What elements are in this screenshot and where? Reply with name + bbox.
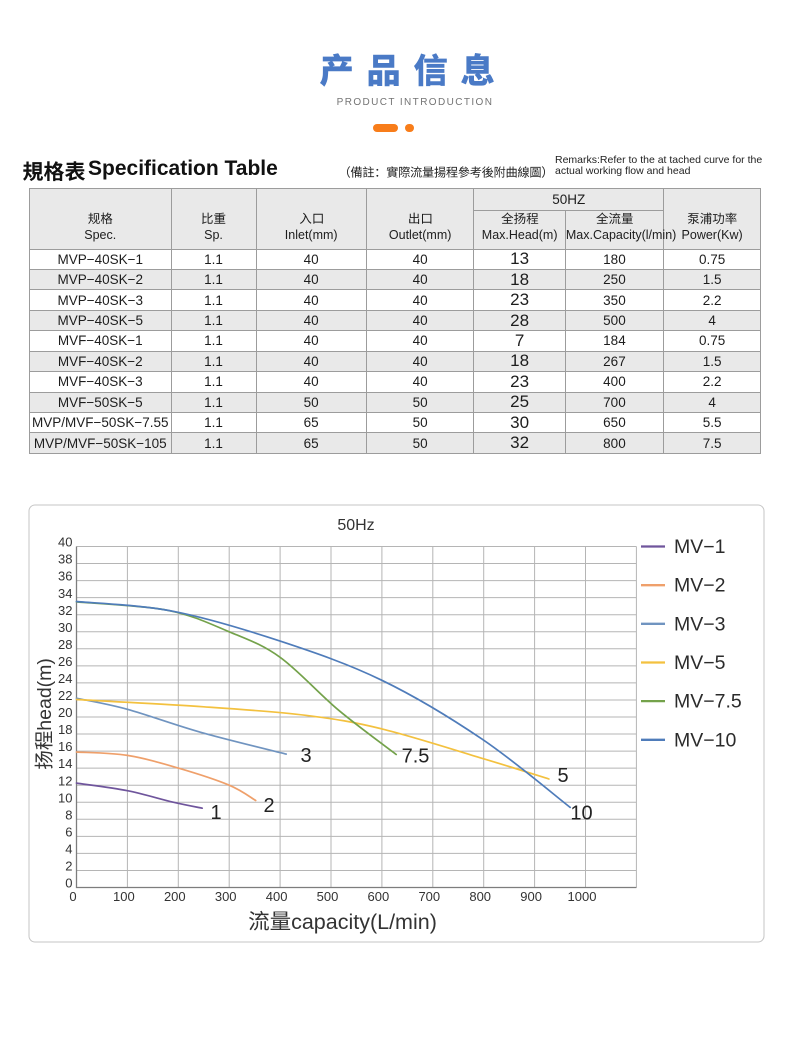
svg-text:8: 8 xyxy=(65,807,72,822)
svg-text:24: 24 xyxy=(58,671,72,686)
svg-text:700: 700 xyxy=(418,889,440,904)
svg-text:3: 3 xyxy=(300,745,311,767)
svg-text:34: 34 xyxy=(58,586,72,601)
svg-text:38: 38 xyxy=(58,552,72,567)
svg-text:0: 0 xyxy=(69,889,76,904)
svg-text:32: 32 xyxy=(58,603,72,618)
svg-text:16: 16 xyxy=(58,739,72,754)
svg-text:26: 26 xyxy=(58,654,72,669)
svg-text:0: 0 xyxy=(65,876,72,891)
svg-text:12: 12 xyxy=(58,773,72,788)
svg-text:10: 10 xyxy=(570,803,592,825)
svg-text:MV−10: MV−10 xyxy=(674,729,736,751)
svg-text:MV−7.5: MV−7.5 xyxy=(674,691,742,713)
svg-text:22: 22 xyxy=(58,688,72,703)
svg-text:600: 600 xyxy=(368,889,390,904)
svg-text:1000: 1000 xyxy=(568,889,597,904)
svg-text:MV−2: MV−2 xyxy=(674,575,725,597)
svg-text:500: 500 xyxy=(317,889,339,904)
svg-text:2: 2 xyxy=(65,859,72,874)
svg-text:900: 900 xyxy=(520,889,542,904)
svg-text:20: 20 xyxy=(58,705,72,720)
svg-text:30: 30 xyxy=(58,620,72,635)
svg-text:MV−1: MV−1 xyxy=(674,536,725,558)
svg-text:50Hz: 50Hz xyxy=(337,517,374,534)
svg-text:head(m): head(m) xyxy=(34,658,56,731)
svg-text:18: 18 xyxy=(58,722,72,737)
svg-text:400: 400 xyxy=(266,889,288,904)
svg-text:14: 14 xyxy=(58,756,72,771)
svg-text:MV−5: MV−5 xyxy=(674,652,726,674)
svg-text:capacity(L/min): capacity(L/min) xyxy=(291,910,437,934)
svg-text:2: 2 xyxy=(263,795,274,817)
svg-text:10: 10 xyxy=(58,790,72,805)
svg-text:4: 4 xyxy=(65,842,72,857)
svg-text:1: 1 xyxy=(210,802,221,824)
svg-text:7.5: 7.5 xyxy=(402,746,430,768)
svg-text:36: 36 xyxy=(58,569,72,584)
svg-text:28: 28 xyxy=(58,637,72,652)
svg-text:5: 5 xyxy=(557,765,568,787)
svg-text:300: 300 xyxy=(215,889,237,904)
svg-text:MV−3: MV−3 xyxy=(674,613,725,635)
svg-text:6: 6 xyxy=(65,825,72,840)
svg-text:200: 200 xyxy=(164,889,186,904)
svg-text:800: 800 xyxy=(469,889,491,904)
svg-text:40: 40 xyxy=(58,535,72,550)
svg-text:100: 100 xyxy=(113,889,135,904)
